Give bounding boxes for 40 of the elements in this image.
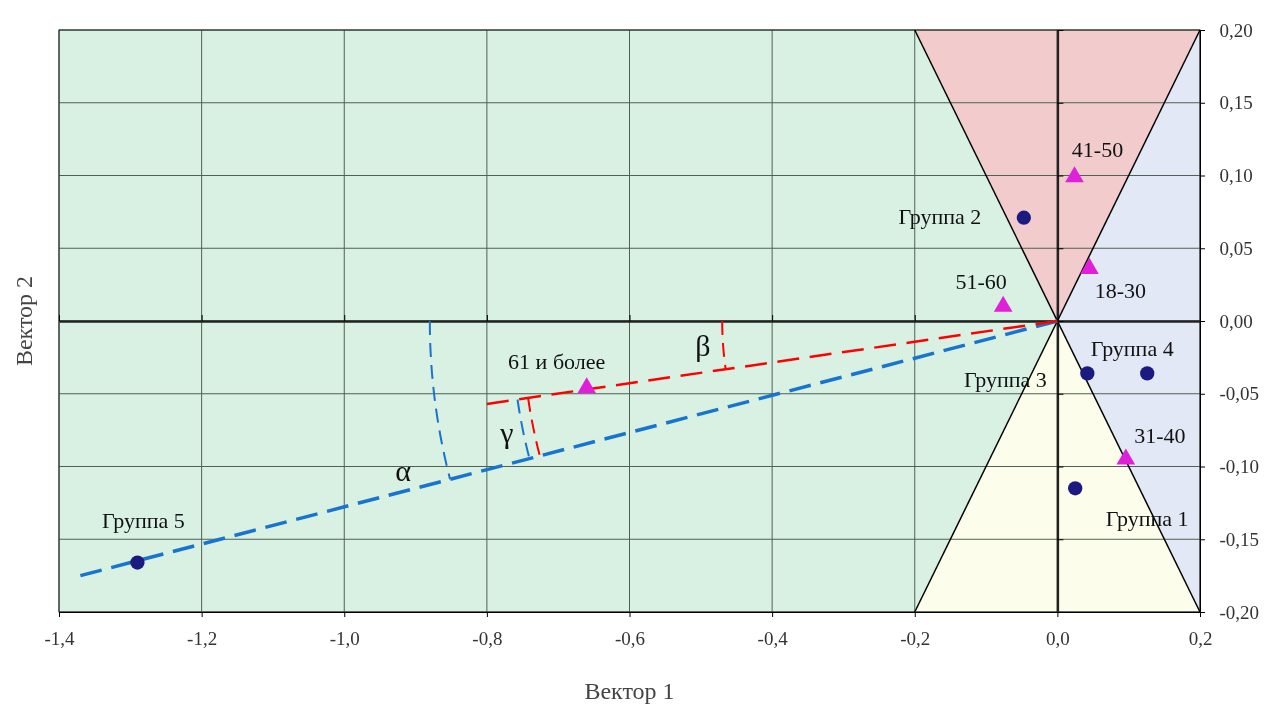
y-tick-label: 0,20 (1219, 19, 1253, 41)
annotation: Группа 3 (963, 366, 1047, 392)
x-tick-label: -1,4 (44, 627, 76, 649)
point (993, 295, 1013, 312)
x-tick-label: -1,2 (187, 627, 218, 649)
y-tick-label: 0,05 (1219, 237, 1253, 259)
annotation: Группа 5 (102, 508, 185, 534)
annotation: β (695, 328, 711, 362)
x-tick-label: -1,0 (329, 627, 360, 649)
y-tick-label: 0,00 (1219, 310, 1253, 332)
point (1140, 366, 1155, 381)
point (1080, 366, 1095, 381)
point (1065, 166, 1084, 183)
y-tick-label: -0,15 (1219, 528, 1259, 550)
annotation: α (395, 453, 412, 487)
annotation: 61 и более (508, 349, 606, 375)
x-axis-title: Вектор 1 (584, 678, 675, 704)
annotation: γ (499, 415, 514, 449)
annotation: 41-50 (1071, 137, 1124, 163)
x-tick-label: 0,2 (1188, 627, 1213, 649)
annotation: 31-40 (1134, 422, 1186, 448)
x-tick-label: 0,0 (1046, 627, 1070, 649)
point (1068, 481, 1083, 496)
x-tick-label: -0,4 (757, 627, 789, 649)
annotation: 51-60 (955, 268, 1007, 294)
annotation: Группа 2 (898, 204, 982, 230)
x-tick-label: -0,2 (900, 627, 931, 649)
y-axis-title: Вектор 2 (11, 275, 37, 367)
y-tick-label: -0,20 (1219, 601, 1259, 623)
point (1080, 257, 1099, 274)
x-tick-label: -0,8 (472, 627, 503, 649)
x-tick-label: -0,6 (614, 627, 646, 649)
point (130, 555, 145, 570)
point (577, 377, 597, 394)
y-tick-label: 0,10 (1219, 165, 1253, 187)
annotation: Группа 4 (1090, 335, 1174, 361)
annotation: 18-30 (1094, 278, 1147, 304)
y-tick-label: -0,05 (1219, 383, 1259, 405)
y-tick-label: 0,15 (1219, 92, 1253, 114)
y-tick-label: -0,10 (1219, 456, 1259, 478)
